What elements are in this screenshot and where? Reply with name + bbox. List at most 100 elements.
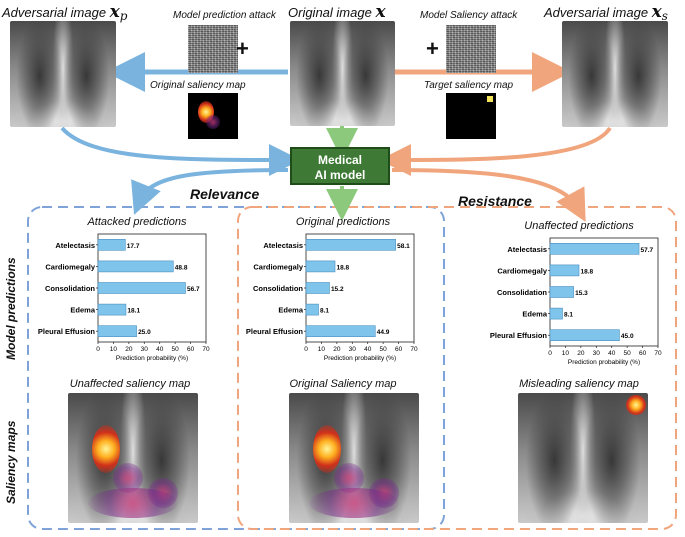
unaffected-saliency-map (68, 393, 198, 523)
relevance-box (27, 206, 445, 530)
x-tick-label: 70 (202, 346, 210, 353)
value-label: 58.1 (397, 243, 410, 250)
bar (305, 325, 376, 337)
arrow-model-to-unaffected (391, 168, 586, 223)
category-label: Pleural Effusion (246, 327, 304, 336)
target-saliency-thumb (446, 93, 496, 139)
bar (97, 239, 126, 251)
bar (549, 329, 620, 341)
value-label: 18.8 (337, 264, 350, 271)
target-saliency-square (487, 96, 493, 102)
model-line2: AI model (314, 168, 366, 182)
saliency-hotspot-dim (309, 488, 399, 518)
bar-chart-attacked: Atelectasis 17.7 Cardiomegaly 48.8 Consolida… (38, 233, 210, 362)
bar (97, 282, 186, 294)
category-label: Pleural Effusion (490, 331, 548, 340)
value-label: 56.7 (187, 286, 200, 293)
pred-attack-label: Model prediction attack (173, 10, 276, 21)
bar-chart-unaffected: Atelectasis 57.7 Cardiomegaly 18.8 Consolida… (490, 237, 662, 366)
x-tick-label: 0 (548, 350, 552, 357)
resistance-box (237, 206, 677, 530)
x-tick-label: 70 (410, 346, 418, 353)
bar (305, 282, 330, 294)
x-tick-label: 40 (608, 350, 616, 357)
x-tick-label: 10 (562, 350, 570, 357)
original-image (290, 21, 395, 126)
value-label: 45.0 (621, 333, 634, 340)
prediction-attack-noise (188, 25, 238, 73)
panel-2-title: Original predictions (295, 216, 391, 228)
category-label: Edema (278, 306, 303, 315)
misleading-saliency-map (518, 393, 648, 523)
category-label: Atelectasis (263, 241, 303, 250)
x-tick-label: 60 (187, 346, 195, 353)
arrow-adv-p-to-model (60, 126, 301, 176)
value-label: 18.1 (127, 308, 140, 315)
x-axis-label: Prediction probability (%) (568, 359, 640, 366)
panel-1-saliency-title: Unaffected saliency map (69, 378, 191, 390)
orig-saliency-label: Original saliency map (150, 80, 246, 91)
category-label: Atelectasis (507, 245, 547, 254)
adversarial-image-s (562, 21, 668, 127)
category-label: Consolidation (45, 284, 95, 293)
x-tick-label: 20 (125, 346, 133, 353)
category-label: Cardiomegaly (45, 262, 95, 271)
orig-math: x (375, 2, 386, 22)
panel-2-saliency-title: Original Saliency map (289, 378, 397, 390)
bar (97, 303, 127, 316)
category-label: Edema (522, 310, 547, 319)
x-tick-label: 30 (141, 346, 149, 353)
category-label: Cardiomegaly (497, 266, 547, 275)
orig-title: Original image x (288, 2, 386, 22)
x-tick-label: 10 (318, 346, 326, 353)
category-label: Consolidation (253, 284, 303, 293)
value-label: 25.0 (138, 329, 151, 336)
adv-p-math: x (109, 2, 120, 22)
bar (549, 264, 580, 277)
relevance-label: Relevance (190, 186, 260, 202)
adversarial-image-p (10, 21, 116, 127)
x-tick-label: 60 (395, 346, 403, 353)
x-axis-label: Prediction probability (%) (324, 355, 396, 362)
adv-p-title: Adversarial image xp (2, 2, 127, 23)
arrow-adv-s-to-model (379, 126, 612, 176)
x-tick-label: 0 (304, 346, 308, 353)
original-saliency-thumb (188, 93, 238, 139)
adv-s-sub: s (661, 9, 668, 23)
x-tick-label: 40 (156, 346, 164, 353)
model-predictions-label: Model predictions (4, 257, 18, 360)
value-label: 15.3 (575, 290, 588, 297)
orig-title-text: Original image (288, 5, 376, 20)
category-label: Cardiomegaly (253, 262, 303, 271)
bar (97, 325, 137, 337)
saliency-hotspot (313, 425, 341, 473)
value-label: 44.9 (377, 329, 390, 336)
value-label: 57.7 (641, 247, 654, 254)
bar (305, 239, 396, 251)
value-label: 48.8 (175, 264, 188, 271)
x-axis-label: Prediction probability (%) (116, 355, 188, 362)
value-label: 15.2 (331, 286, 344, 293)
arrow-model-to-attacked (131, 168, 289, 215)
x-tick-label: 40 (364, 346, 372, 353)
saliency-hotspot-dim (88, 488, 178, 518)
medical-ai-model: Medical AI model (290, 147, 390, 185)
saliency-hotspot (626, 395, 646, 415)
category-label: Consolidation (497, 288, 547, 297)
original-saliency-map (289, 393, 419, 523)
x-tick-label: 30 (349, 346, 357, 353)
bar (549, 307, 563, 320)
bar (549, 286, 574, 298)
x-tick-label: 50 (624, 350, 632, 357)
panel-1-title: Attacked predictions (87, 216, 187, 228)
x-tick-label: 50 (172, 346, 180, 353)
plus-icon-right: + (426, 36, 439, 61)
category-label: Edema (70, 306, 95, 315)
x-tick-label: 60 (639, 350, 647, 357)
panel-3-saliency-title: Misleading saliency map (519, 378, 639, 390)
bar (549, 243, 640, 255)
resistance-label: Resistance (458, 193, 532, 209)
sal-attack-label: Model Saliency attack (420, 10, 518, 21)
adv-p-title-text: Adversarial image (2, 5, 110, 20)
value-label: 17.7 (127, 243, 140, 250)
